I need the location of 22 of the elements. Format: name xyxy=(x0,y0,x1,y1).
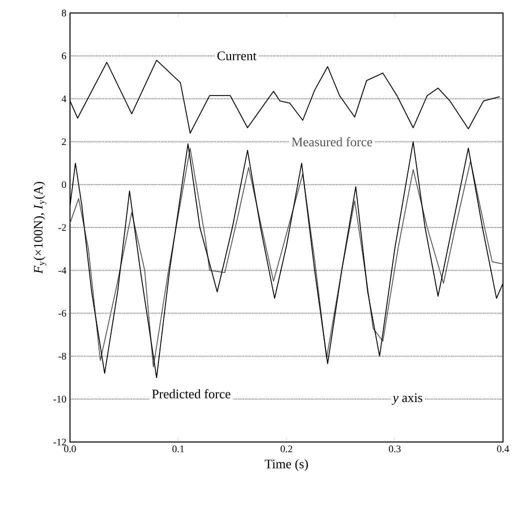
x-tick-label: 0.0 xyxy=(64,446,76,452)
y-tick-label: -8 xyxy=(58,352,66,360)
x-tick-label: 0.2 xyxy=(280,446,292,452)
y-tick-label: 4 xyxy=(62,96,66,102)
text: Measured force xyxy=(292,137,372,146)
y-tick-label: -2 xyxy=(58,224,66,231)
x-tick-label: 0.4 xyxy=(497,446,510,452)
y-tick-label: -4 xyxy=(58,267,66,274)
y-tick-label: -12 xyxy=(54,438,66,446)
x-tick-label: 0.3 xyxy=(388,446,401,452)
y-tick-label: 6 xyxy=(62,52,66,60)
series-label: Predicted force xyxy=(152,389,230,398)
y-tick-label: -6 xyxy=(58,310,66,317)
y-tick-label: 8 xyxy=(62,10,66,16)
y-tick-label: -10 xyxy=(54,396,66,402)
x-tick-label: 0.1 xyxy=(172,446,184,452)
annotation: y axis xyxy=(392,393,422,405)
x-axis-title: Time (s) xyxy=(264,459,308,471)
y-tick-label: 2 xyxy=(62,138,66,146)
text: Current xyxy=(217,52,256,60)
y-tick-label: 0 xyxy=(62,181,66,188)
y-axis-title: F$_{y}$(×100N), I$_{y}$(A) xyxy=(33,182,46,274)
